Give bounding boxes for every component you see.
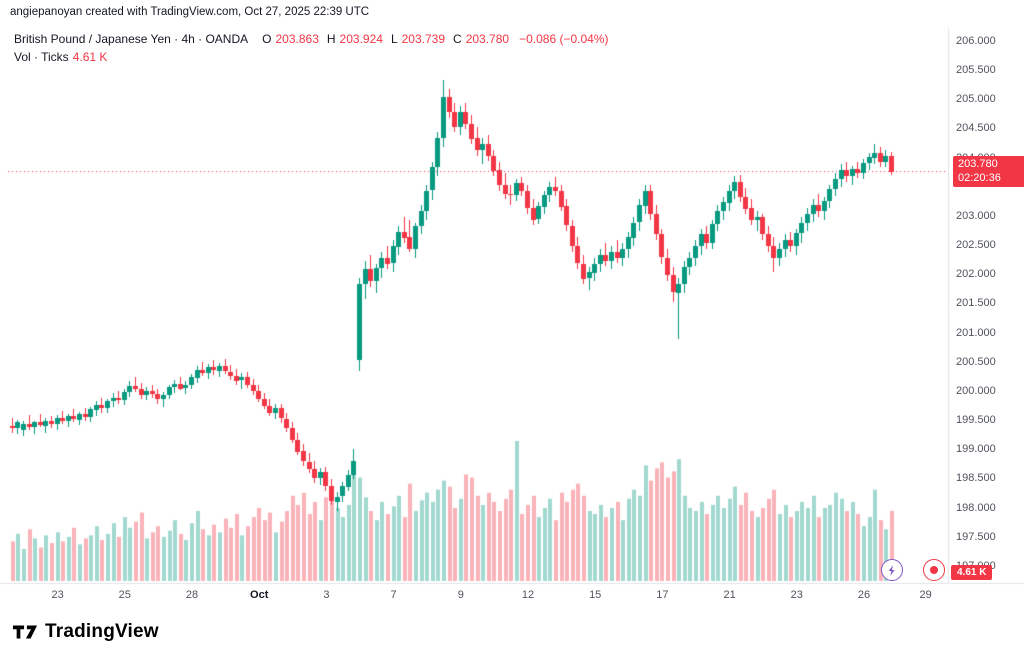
time-tick: 3 — [323, 589, 330, 601]
price-tick: 202.000 — [956, 268, 996, 281]
attribution-text: angiepanoyan created with TradingView.co… — [10, 6, 370, 18]
time-tick: 25 — [118, 589, 131, 601]
volume-label[interactable]: Vol · Ticks — [14, 50, 69, 64]
price-tick: 206.000 — [956, 35, 996, 47]
time-tick: Oct — [250, 589, 269, 601]
legend-volume-row: Vol · Ticks 4.61 K — [14, 48, 608, 66]
change-value: −0.086 (−0.04%) — [519, 32, 609, 46]
price-tick: 197.500 — [956, 530, 996, 543]
footer-brand: TradingView — [12, 620, 159, 644]
flash-button[interactable] — [881, 559, 903, 581]
price-axis[interactable]: 206.000205.500205.000204.500204.000203.0… — [948, 28, 1024, 584]
chart-legend: British Pound / Japanese Yen · 4h · OAND… — [14, 30, 608, 66]
time-tick: 9 — [457, 589, 464, 601]
bar-countdown: 02:20:36 — [958, 172, 1001, 184]
close-label: C — [453, 32, 462, 46]
price-tick: 198.000 — [956, 501, 996, 514]
record-button[interactable] — [923, 559, 945, 581]
record-dot-icon — [930, 566, 938, 574]
tradingview-wordmark[interactable]: TradingView — [45, 621, 159, 642]
legend-symbol-row: British Pound / Japanese Yen · 4h · OAND… — [14, 30, 608, 48]
time-tick: 17 — [656, 589, 669, 601]
price-tick: 201.500 — [956, 297, 996, 310]
high-label: H — [326, 32, 336, 46]
time-tick: 29 — [919, 589, 932, 601]
low-value: 203.739 — [401, 32, 446, 46]
price-tick: 205.500 — [956, 64, 996, 77]
time-tick: 12 — [521, 589, 535, 601]
time-axis[interactable]: 23 25 28 Oct 3 7 9 12 15 17 21 23 26 29 — [0, 584, 948, 610]
quick-actions — [881, 559, 945, 581]
volume-value: 4.61 K — [72, 50, 108, 64]
price-tick: 199.500 — [956, 414, 996, 427]
time-tick: 23 — [790, 589, 803, 601]
time-tick: 21 — [723, 589, 736, 601]
open-label: O — [262, 32, 272, 46]
price-tick: 201.000 — [956, 326, 996, 339]
price-tick: 200.000 — [956, 384, 996, 397]
price-tick: 198.500 — [956, 472, 996, 485]
price-tick: 202.500 — [956, 239, 996, 252]
lightning-icon — [888, 564, 895, 576]
time-tick: 7 — [390, 589, 397, 601]
tradingview-logo-icon — [12, 625, 38, 639]
close-value: 203.780 — [465, 32, 510, 46]
price-tick: 205.000 — [956, 93, 996, 106]
last-price-value: 203.780 — [958, 158, 998, 170]
price-tick: 200.500 — [956, 355, 996, 368]
price-tick: 199.000 — [956, 443, 996, 456]
symbol-title[interactable]: British Pound / Japanese Yen · 4h · OAND… — [14, 32, 249, 46]
last-price-badge: 203.780 02:20:36 — [953, 156, 1024, 187]
price-tick: 203.000 — [956, 209, 996, 222]
time-tick: 15 — [589, 589, 602, 601]
time-tick: 23 — [51, 589, 64, 601]
attribution-bar: angiepanoyan created with TradingView.co… — [10, 6, 369, 18]
price-tick: 204.500 — [956, 122, 996, 135]
time-tick: 28 — [185, 589, 199, 601]
low-label: L — [390, 32, 398, 46]
open-value: 203.863 — [275, 32, 319, 46]
time-tick: 26 — [857, 589, 871, 601]
volume-axis-badge: 4.61 K — [951, 565, 993, 580]
high-value: 203.924 — [339, 32, 383, 46]
